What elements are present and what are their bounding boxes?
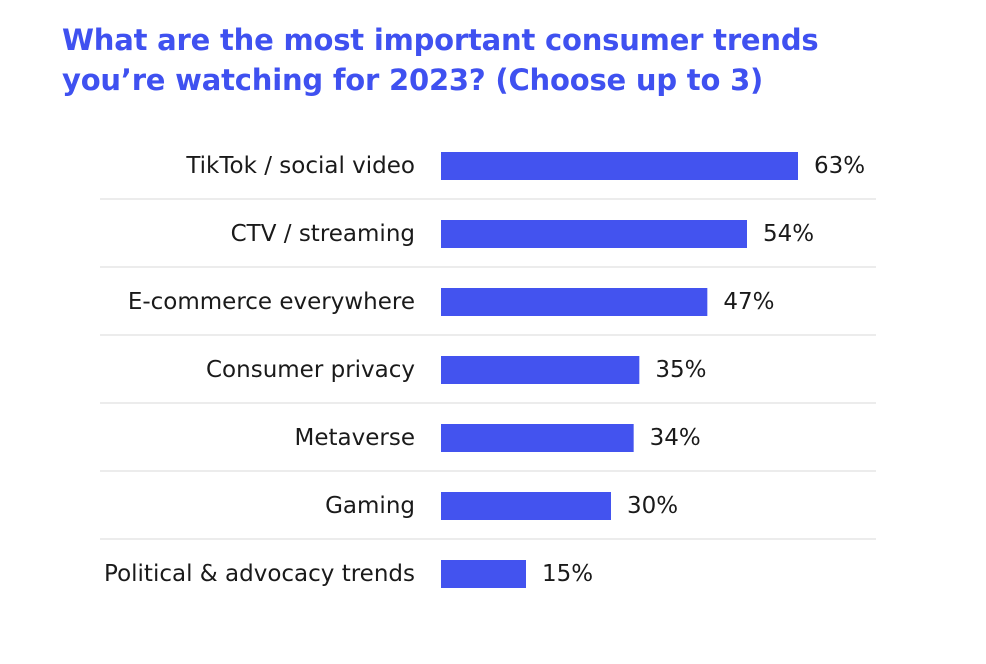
bar-3	[441, 288, 708, 316]
category-label: Consumer privacy	[206, 357, 415, 383]
category-label: CTV / streaming	[231, 221, 415, 247]
value-label: 63%	[814, 153, 865, 179]
value-label: 35%	[655, 357, 706, 383]
value-label: 30%	[627, 493, 678, 519]
value-label: 47%	[723, 289, 774, 315]
chart-title-line-2: you’re watching for 2023? (Choose up to …	[62, 63, 764, 97]
category-label: Gaming	[325, 493, 415, 519]
bar-5	[441, 424, 634, 452]
chart-title: What are the most important consumer tre…	[62, 20, 962, 100]
value-label: 15%	[542, 561, 593, 587]
bar-2	[441, 220, 747, 248]
bar-6	[441, 492, 611, 520]
bar-4	[441, 356, 640, 384]
gridlines	[100, 198, 876, 540]
bar-1	[441, 152, 798, 180]
chart-title-line-1: What are the most important consumer tre…	[62, 23, 819, 57]
value-label: 54%	[763, 221, 814, 247]
value-labels: 63% 54% 47% 35% 34% 30% 15%	[542, 153, 865, 587]
category-label: Political & advocacy trends	[104, 561, 415, 587]
value-label: 34%	[650, 425, 701, 451]
bars	[441, 152, 798, 588]
category-labels: TikTok / social video CTV / streaming E-co…	[104, 153, 415, 587]
bar-7	[441, 560, 526, 588]
category-label: E-commerce everywhere	[128, 289, 415, 315]
category-label: TikTok / social video	[185, 153, 415, 179]
category-label: Metaverse	[295, 425, 415, 451]
